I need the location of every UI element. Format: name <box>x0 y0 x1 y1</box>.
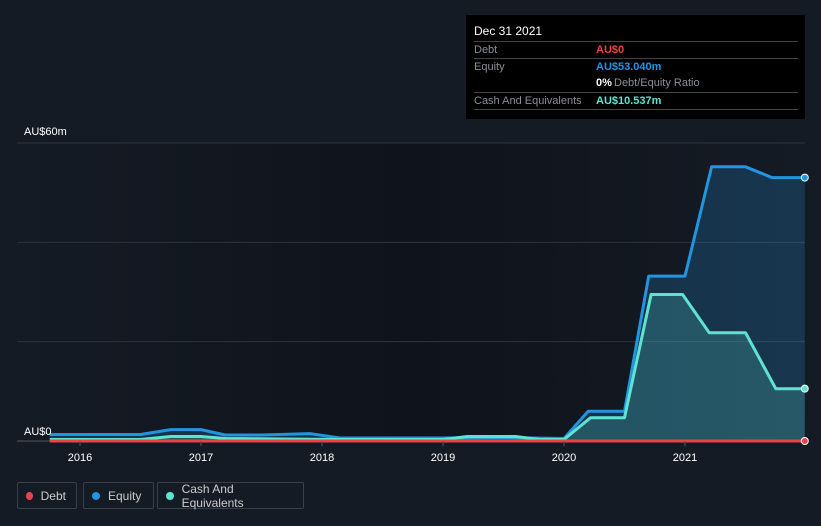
debt-dot-icon <box>26 491 33 500</box>
x-tick-label: 2018 <box>310 452 334 464</box>
debt-end-point <box>800 437 809 445</box>
tooltip-cash-row: Cash And Equivalents AU$10.537m <box>474 92 798 110</box>
equity-value: AU$53.040m <box>596 61 662 73</box>
equity-area <box>49 166 805 442</box>
tooltip-date: Dec 31 2021 <box>474 24 543 38</box>
cash-value: AU$10.537m <box>596 95 662 107</box>
y-label-bottom: AU$0 <box>24 426 52 438</box>
debt-value: AU$0 <box>596 44 625 56</box>
y-label-top: AU$60m <box>24 126 67 138</box>
legend-cash[interactable]: Cash And Equivalents <box>157 481 304 510</box>
ratio-value: 0% <box>596 77 612 89</box>
x-tick-label: 2020 <box>552 452 576 464</box>
cash-label: Cash And Equivalents <box>474 95 582 107</box>
cash-and-equivalents-end-point <box>800 384 809 393</box>
legend-label: Equity <box>108 488 142 503</box>
legend-label: Cash And Equivalents <box>181 481 244 510</box>
x-tick-label: 2021 <box>673 452 697 464</box>
equity-end-point <box>800 173 809 182</box>
equity-dot-icon <box>92 491 100 500</box>
x-tick-label: 2016 <box>68 452 92 464</box>
ratio-label: Debt/Equity Ratio <box>614 77 700 89</box>
cash-dot-icon <box>166 491 174 500</box>
x-tick-label: 2017 <box>189 452 213 464</box>
tooltip: Dec 31 2021 Debt AU$0 Equity AU$53.040m 0%… <box>466 15 805 119</box>
legend-equity[interactable]: Equity <box>83 482 154 509</box>
x-tick-label: 2019 <box>431 452 455 464</box>
debt-label: Debt <box>474 44 498 56</box>
tooltip-equity-row: Equity AU$53.040m <box>474 58 798 75</box>
equity-label: Equity <box>474 61 505 73</box>
cash-and-equivalents-area <box>49 294 805 441</box>
legend-label: Debt <box>40 488 66 503</box>
tooltip-ratio-row: 0% Debt/Equity Ratio <box>474 75 798 91</box>
plot-area <box>17 143 805 441</box>
legend-debt[interactable]: Debt <box>17 482 77 509</box>
tooltip-debt-row: Debt AU$0 <box>474 41 798 58</box>
